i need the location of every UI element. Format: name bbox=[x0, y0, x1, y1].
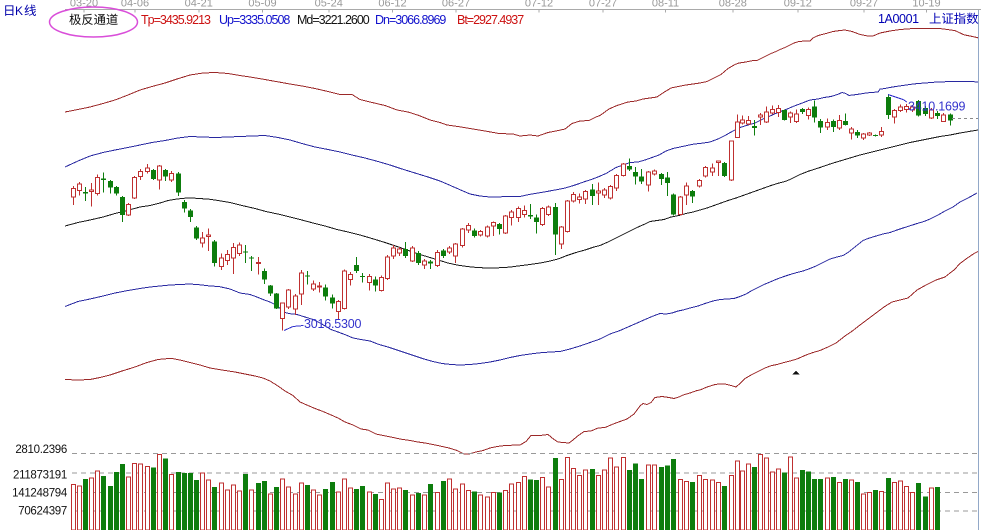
svg-text:05-24: 05-24 bbox=[315, 0, 343, 10]
svg-text:07-12: 07-12 bbox=[525, 0, 553, 10]
svg-text:05-09: 05-09 bbox=[248, 0, 276, 10]
svg-text:04-21: 04-21 bbox=[185, 0, 213, 10]
svg-text:09-27: 09-27 bbox=[850, 0, 878, 10]
svg-text:04-06: 04-06 bbox=[121, 0, 149, 10]
svg-text:1A0001: 1A0001 bbox=[878, 12, 919, 26]
svg-text:2810.2396: 2810.2396 bbox=[15, 444, 67, 456]
svg-text:3410.1699: 3410.1699 bbox=[908, 100, 966, 114]
svg-text:Dn=3066.8969: Dn=3066.8969 bbox=[375, 13, 446, 27]
svg-text:Bt=2927.4937: Bt=2927.4937 bbox=[457, 13, 524, 27]
svg-text:211873191: 211873191 bbox=[13, 470, 67, 482]
svg-text:141248794: 141248794 bbox=[12, 488, 68, 500]
svg-text:K: K bbox=[15, 4, 23, 18]
svg-text:07-27: 07-27 bbox=[589, 0, 617, 10]
svg-text:03-20: 03-20 bbox=[70, 0, 98, 10]
svg-text:09-12: 09-12 bbox=[784, 0, 812, 10]
svg-text:3016.5300: 3016.5300 bbox=[304, 317, 362, 331]
svg-text:Up=3335.0508: Up=3335.0508 bbox=[219, 13, 290, 27]
svg-text:Md=3221.2600: Md=3221.2600 bbox=[297, 13, 370, 27]
svg-text:08-11: 08-11 bbox=[652, 0, 679, 10]
svg-text:06-27: 06-27 bbox=[442, 0, 470, 10]
svg-text:06-12: 06-12 bbox=[378, 0, 406, 10]
svg-text:08-28: 08-28 bbox=[719, 0, 747, 10]
svg-text:10-19: 10-19 bbox=[912, 0, 940, 10]
svg-text:Tp=3435.9213: Tp=3435.9213 bbox=[141, 13, 211, 27]
svg-text:70624397: 70624397 bbox=[18, 506, 67, 518]
